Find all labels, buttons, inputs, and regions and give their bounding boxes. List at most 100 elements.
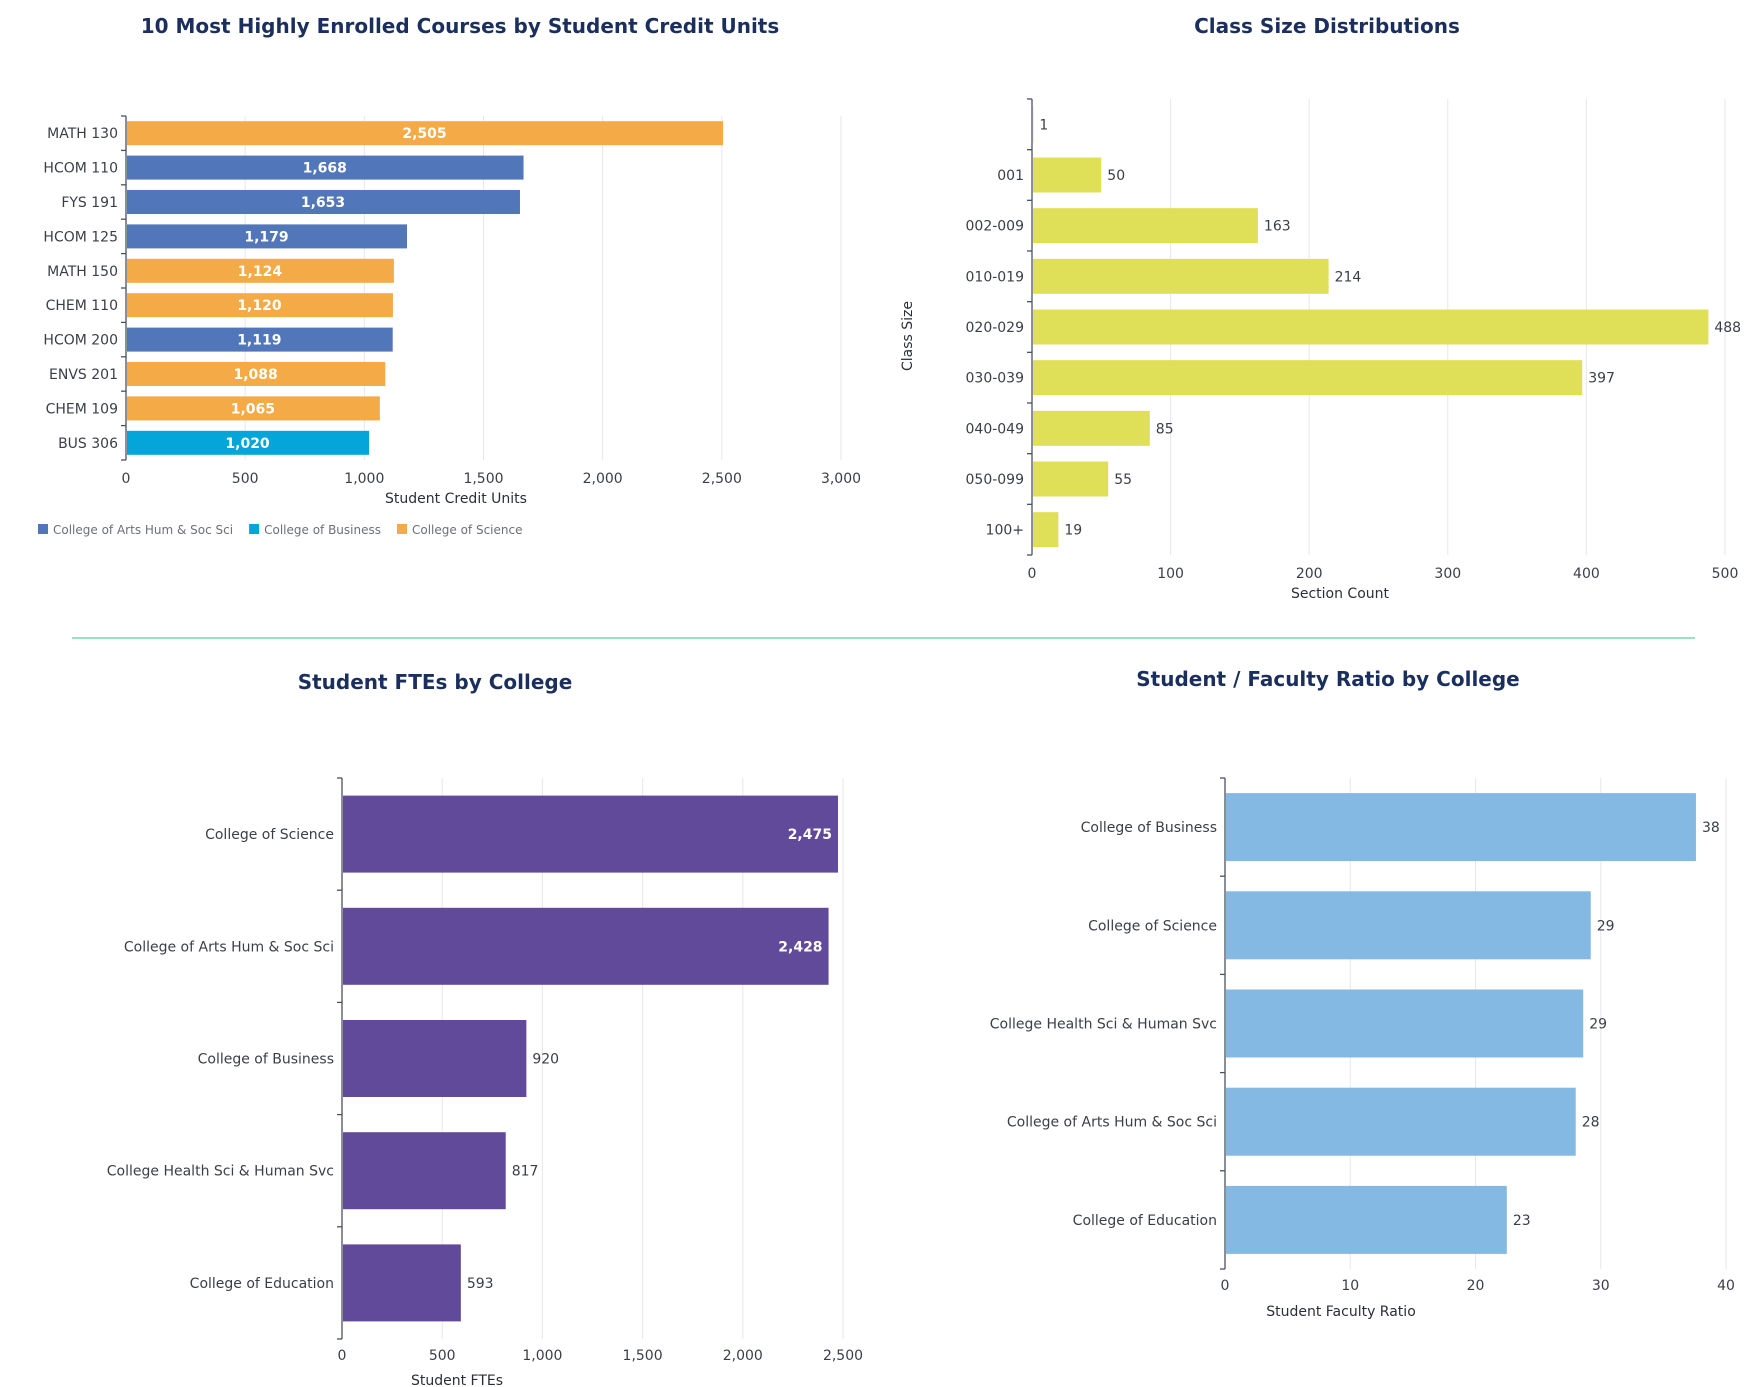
bar[interactable] [343, 1132, 506, 1210]
y-axis-title: Class Size [900, 301, 916, 371]
x-tick-label: 0 [1028, 566, 1037, 582]
bar[interactable] [127, 430, 370, 455]
bar[interactable] [1033, 157, 1102, 193]
data-label: 593 [467, 1276, 494, 1292]
legend-swatch [397, 524, 407, 534]
legend-entry[interactable]: College of Business [264, 523, 381, 537]
category-label: 050-099 [966, 472, 1025, 488]
chart-4: Student / Faculty Ratio by College 0 10 20 3… [990, 667, 1735, 1320]
bar[interactable] [1033, 258, 1329, 294]
bar[interactable] [1033, 410, 1150, 446]
category-label: HCOM 125 [43, 229, 118, 245]
data-label: 1,065 [231, 401, 275, 417]
category-label: 040-049 [966, 421, 1025, 437]
bar[interactable] [343, 1020, 527, 1097]
x-tick-label: 0 [338, 1348, 347, 1364]
x-tick-label: 1,000 [344, 471, 384, 487]
data-label: 1 [1039, 117, 1048, 133]
x-axis-title: Student Faculty Ratio [1266, 1304, 1416, 1320]
data-label: 1,120 [237, 298, 282, 314]
x-tick-label: 500 [1712, 566, 1739, 582]
bar[interactable] [1033, 208, 1258, 244]
x-axis-title: Student FTEs [411, 1373, 503, 1387]
category-label: College of Science [1088, 918, 1217, 934]
bar[interactable] [1226, 793, 1696, 862]
bar[interactable] [127, 121, 724, 146]
x-tick-label: 200 [1296, 566, 1323, 582]
bar[interactable] [1226, 989, 1584, 1058]
category-label: MATH 130 [47, 126, 118, 142]
data-label: 817 [512, 1164, 539, 1180]
data-label: 50 [1107, 168, 1125, 184]
bar[interactable] [343, 795, 838, 873]
bar[interactable] [343, 1244, 461, 1322]
bar[interactable] [1033, 309, 1709, 345]
data-label: 1,124 [238, 264, 283, 280]
x-tick-label: 0 [1221, 1278, 1230, 1294]
data-label: 1,179 [244, 229, 288, 245]
category-label: CHEM 109 [46, 401, 118, 417]
bar[interactable] [1226, 1087, 1576, 1156]
data-label: 920 [532, 1052, 559, 1068]
chart-title: 10 Most Highly Enrolled Courses by Stude… [141, 14, 780, 38]
chart-1: 10 Most Highly Enrolled Courses by Stude… [38, 14, 861, 537]
x-tick-label: 20 [1467, 1278, 1485, 1294]
data-label: 23 [1513, 1213, 1531, 1229]
bar[interactable] [127, 362, 386, 386]
bar[interactable] [1226, 891, 1591, 960]
bar[interactable] [127, 258, 394, 283]
category-label: College Health Sci & Human Svc [107, 1164, 334, 1180]
category-label: College of Science [205, 827, 334, 843]
chart-title: Student FTEs by College [298, 670, 573, 694]
category-label: 010-019 [966, 269, 1025, 285]
x-tick-label: 300 [1434, 566, 1461, 582]
x-tick-label: 100 [1157, 566, 1184, 582]
category-label: FYS 191 [61, 195, 118, 211]
bar[interactable] [1226, 1185, 1507, 1254]
legend-entry[interactable]: College of Arts Hum & Soc Sci [53, 523, 233, 537]
category-label: 002-009 [966, 219, 1025, 235]
bar[interactable] [1033, 512, 1059, 548]
category-label: BUS 306 [58, 436, 118, 452]
x-tick-label: 30 [1592, 1278, 1610, 1294]
x-tick-label: 0 [122, 471, 131, 487]
bar[interactable] [127, 224, 407, 249]
data-label: 1,020 [225, 436, 270, 452]
data-label: 2,505 [402, 126, 446, 142]
x-tick-label: 2,500 [823, 1348, 863, 1364]
bar[interactable] [127, 396, 380, 421]
category-label: HCOM 200 [43, 333, 118, 349]
data-label: 85 [1156, 421, 1174, 437]
category-label: 100+ [986, 523, 1024, 539]
x-tick-label: 400 [1573, 566, 1600, 582]
category-label: College of Education [1073, 1213, 1217, 1229]
legend-entry[interactable]: College of Science [412, 523, 522, 537]
chart-title: Student / Faculty Ratio by College [1136, 667, 1520, 691]
category-label: College Health Sci & Human Svc [990, 1017, 1217, 1033]
bar[interactable] [343, 907, 829, 985]
bar[interactable] [1033, 461, 1109, 497]
x-tick-label: 1,500 [623, 1348, 663, 1364]
bar[interactable] [1033, 360, 1583, 396]
bar[interactable] [127, 155, 524, 180]
data-label: 1,668 [303, 161, 347, 177]
bar[interactable] [127, 327, 393, 352]
chart-title: Class Size Distributions [1194, 14, 1460, 38]
category-label: 030-039 [966, 371, 1025, 387]
x-tick-label: 3,000 [821, 471, 861, 487]
x-tick-label: 1,000 [522, 1348, 562, 1364]
data-label: 1,088 [234, 367, 278, 383]
x-tick-label: 2,000 [583, 471, 623, 487]
legend-swatch [249, 524, 260, 534]
category-label: College of Arts Hum & Soc Sci [124, 939, 334, 955]
x-tick-label: 2,000 [723, 1348, 763, 1364]
data-label: 214 [1335, 269, 1362, 285]
category-label: 020-029 [966, 320, 1025, 336]
category-label: HCOM 110 [43, 161, 118, 177]
bar[interactable] [127, 190, 520, 214]
data-label: 2,428 [778, 939, 822, 955]
bar[interactable] [127, 293, 393, 318]
data-label: 397 [1588, 371, 1615, 387]
data-label: 29 [1597, 918, 1615, 934]
